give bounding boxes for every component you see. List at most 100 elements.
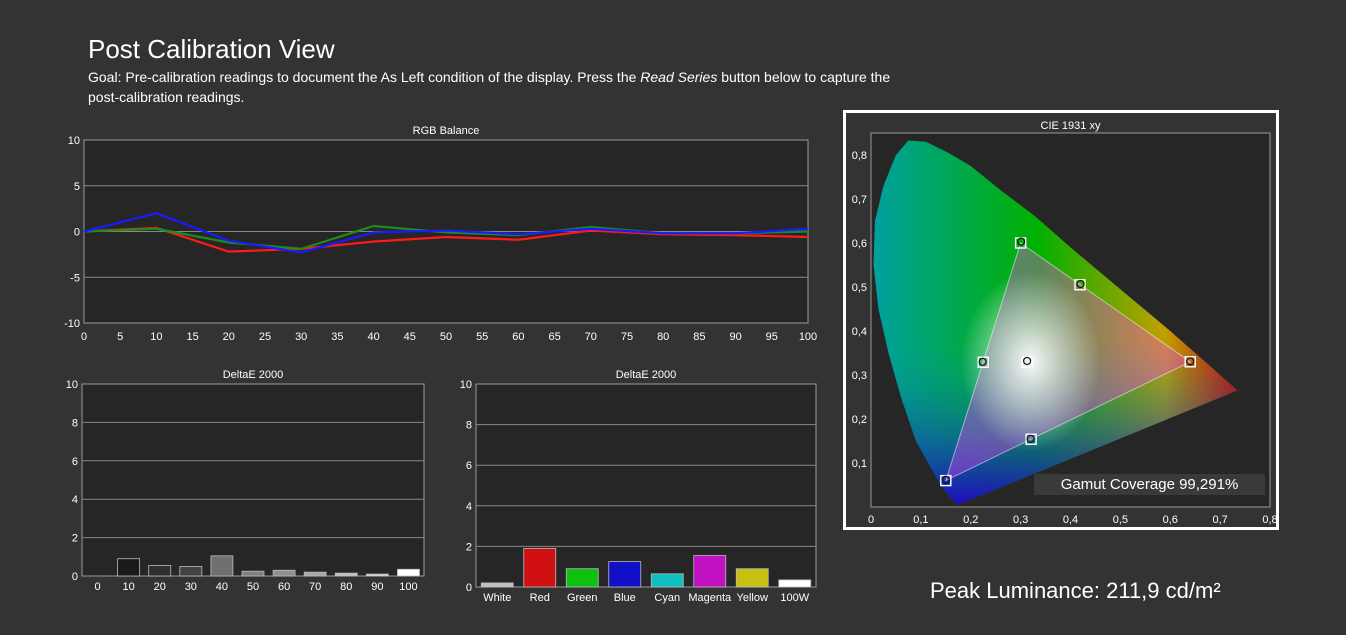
cie-target-marker xyxy=(1025,433,1037,445)
cie-x-tick-label: 0 xyxy=(868,514,874,526)
rgb-x-tick-label: 10 xyxy=(150,331,162,343)
cie-measured-marker xyxy=(1026,434,1035,443)
rgb-x-tick-label: 20 xyxy=(223,331,235,343)
cie-measured-marker xyxy=(978,357,987,366)
colors-deltae-y-tick-label: 6 xyxy=(466,460,472,472)
rgb-x-tick-label: 85 xyxy=(693,331,705,343)
colors-deltae-title: DeltaE 2000 xyxy=(616,369,677,381)
cie-target-marker xyxy=(1074,279,1086,291)
grayscale-deltae-bar xyxy=(365,573,389,577)
colors-deltae-bar xyxy=(693,555,727,588)
cie-y-tick-label: 0,5 xyxy=(852,282,867,294)
cie-measured-marker xyxy=(941,475,950,484)
cie-chart-frame xyxy=(843,110,1279,530)
grayscale-deltae-x-tick-label: 70 xyxy=(309,581,321,593)
grayscale-deltae-x-tick-label: 0 xyxy=(94,581,100,593)
cie-x-tick-label: 0,4 xyxy=(1063,514,1078,526)
colors-deltae-bar xyxy=(650,573,684,588)
rgb-y-tick-label: 5 xyxy=(74,181,80,193)
colors-deltae-bar xyxy=(778,579,812,588)
grayscale-deltae-y-tick-label: 0 xyxy=(72,571,78,583)
cie-y-tick-label: 0,8 xyxy=(852,150,867,162)
colors-deltae-bar xyxy=(523,548,557,588)
colors-deltae-x-tick-label: Blue xyxy=(614,592,636,604)
colors-deltae-x-tick-label: Green xyxy=(567,592,598,604)
goal-text-start: Goal: Pre-calibration readings to docume… xyxy=(88,69,641,85)
colors-deltae-y-tick-label: 8 xyxy=(466,420,472,432)
goal-text: Goal: Pre-calibration readings to docume… xyxy=(88,67,918,107)
cie-target-marker xyxy=(977,356,989,368)
colors-deltae-x-tick-label: Cyan xyxy=(654,592,680,604)
cie-x-tick-label: 0,2 xyxy=(963,514,978,526)
colors-deltae-x-tick-label: White xyxy=(483,592,511,604)
grayscale-deltae-y-tick-label: 8 xyxy=(72,417,78,429)
goal-text-end: button below to capture the post-calibra… xyxy=(88,69,891,105)
cie-measured-marker xyxy=(1017,237,1026,246)
colors-deltae-y-tick-label: 4 xyxy=(466,501,472,513)
rgb-x-tick-label: 80 xyxy=(657,331,669,343)
cie-x-tick-label: 0,7 xyxy=(1212,514,1227,526)
page-title: Post Calibration View xyxy=(88,34,335,64)
rgb-y-tick-label: -10 xyxy=(64,318,80,330)
grayscale-deltae-bar xyxy=(334,572,358,577)
rgb-y-tick-label: -5 xyxy=(70,272,80,284)
rgb-x-tick-label: 30 xyxy=(295,331,307,343)
rgb-x-tick-label: 25 xyxy=(259,331,271,343)
cie-target-marker xyxy=(1184,356,1196,368)
cie-chart-title: CIE 1931 xy xyxy=(1041,120,1101,132)
cie-x-tick-label: 0,5 xyxy=(1113,514,1128,526)
rgb-series-line-0 xyxy=(83,226,809,253)
cie-measured-marker xyxy=(1076,279,1085,289)
grayscale-deltae-x-tick-label: 80 xyxy=(340,581,352,593)
gamut-coverage-label: Gamut Coverage 99,291% xyxy=(1034,474,1265,495)
grayscale-deltae-x-tick-label: 90 xyxy=(371,581,383,593)
cie-y-tick-label: 0,4 xyxy=(852,326,867,338)
cie-x-tick-label: 0,1 xyxy=(913,514,928,526)
cie-x-tick-label: 0,8 xyxy=(1262,514,1277,526)
rgb-x-tick-label: 55 xyxy=(476,331,488,343)
cie-y-tick-label: 0,1 xyxy=(852,458,867,470)
grayscale-deltae-y-tick-label: 4 xyxy=(72,494,78,506)
rgb-x-tick-label: 5 xyxy=(117,331,123,343)
cie-chart: CIE 1931 xy 0,1 0,2 0,3 0,4 0,5 0,6 0,7 0,8 0 0,1 0… xyxy=(852,120,1278,526)
colors-deltae-x-tick-label: Magenta xyxy=(688,592,732,604)
peak-luminance-label: Peak Luminance: 211,9 cd/m² xyxy=(930,578,1221,603)
rgb-x-tick-label: 60 xyxy=(512,331,524,343)
cie-measured-marker xyxy=(1023,356,1032,366)
cie-y-tick-label: 0,7 xyxy=(852,194,867,206)
rgb-x-tick-label: 15 xyxy=(186,331,198,343)
grayscale-deltae-bar xyxy=(303,571,327,577)
rgb-x-tick-label: 90 xyxy=(729,331,741,343)
rgb-x-tick-label: 35 xyxy=(331,331,343,343)
grayscale-deltae-x-tick-label: 100 xyxy=(399,581,417,593)
colors-deltae-chart: DeltaE 2000 0 2 4 6 8 10 White Red Green Blue Cyan M… xyxy=(460,369,817,604)
cie-y-tick-label: 0,2 xyxy=(852,414,867,426)
cie-y-tick-label: 0,3 xyxy=(852,370,867,382)
colors-deltae-bar xyxy=(735,568,769,588)
rgb-x-tick-label: 75 xyxy=(621,331,633,343)
cie-target-marker xyxy=(940,474,952,487)
colors-deltae-x-tick-label: Red xyxy=(530,592,550,604)
colors-deltae-x-tick-label: Yellow xyxy=(737,592,768,604)
colors-deltae-bar xyxy=(480,582,514,588)
cie-x-tick-label: 0,3 xyxy=(1013,514,1028,526)
rgb-x-tick-label: 45 xyxy=(404,331,416,343)
grayscale-deltae-x-tick-label: 50 xyxy=(247,581,259,593)
rgb-y-tick-label: 0 xyxy=(74,227,80,239)
rgb-x-tick-label: 95 xyxy=(766,331,778,343)
grayscale-deltae-bar xyxy=(272,569,296,577)
rgb-x-tick-label: 100 xyxy=(799,331,817,343)
grayscale-deltae-x-tick-label: 10 xyxy=(123,581,135,593)
rgb-y-tick-label: 10 xyxy=(68,135,80,147)
rgb-x-tick-label: 70 xyxy=(585,331,597,343)
grayscale-deltae-bar xyxy=(148,565,172,577)
colors-deltae-x-tick-label: 100W xyxy=(780,592,809,604)
rgb-x-tick-label: 50 xyxy=(440,331,452,343)
colors-deltae-bar xyxy=(565,568,599,588)
grayscale-deltae-x-tick-label: 20 xyxy=(154,581,166,593)
grayscale-deltae-x-tick-label: 60 xyxy=(278,581,290,593)
colors-deltae-y-tick-label: 0 xyxy=(466,582,472,594)
